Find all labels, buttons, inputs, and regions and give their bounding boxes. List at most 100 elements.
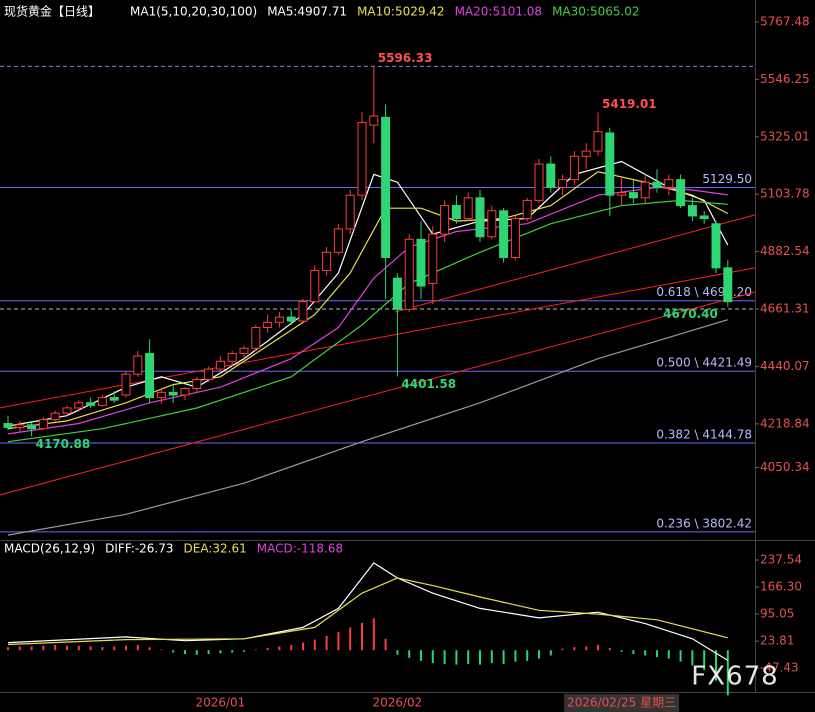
macd-y-tick-label: 23.81	[760, 634, 794, 648]
candle-body	[274, 316, 284, 323]
candle-body	[723, 267, 733, 303]
candle-body	[381, 116, 391, 258]
trend-line	[394, 214, 756, 313]
candle-body	[215, 360, 225, 370]
legend-entry: MA5:4907.71	[267, 5, 347, 19]
candle-body	[192, 378, 202, 389]
candle-body	[345, 194, 355, 230]
y-tick-label: 4882.54	[760, 244, 810, 258]
macd-y-tick-label: -47.43	[760, 661, 799, 675]
price-line-label: 5129.50	[702, 172, 752, 186]
legend-entry: MA20:5101.08	[455, 5, 543, 19]
candle-body	[522, 199, 532, 220]
candle-body	[298, 301, 308, 322]
candle-body	[310, 269, 320, 303]
candle-body	[38, 419, 48, 430]
chart-title: 现货黄金【日线】	[4, 4, 100, 19]
extreme-label: 4401.58	[401, 377, 456, 391]
candle-body	[546, 163, 556, 188]
macd-y-tick-label: 237.54	[760, 552, 802, 566]
candle-body	[62, 407, 72, 414]
candle-body	[322, 251, 332, 271]
candle-body	[86, 402, 96, 406]
macd-dea	[7, 577, 728, 646]
candle-body	[50, 412, 60, 421]
candle-body	[440, 205, 450, 235]
macd-y-tick-label: 95.05	[760, 607, 794, 621]
candle-body	[3, 423, 13, 428]
candle-body	[109, 397, 119, 401]
candle-body	[286, 316, 296, 322]
cursor-date-box	[564, 694, 680, 712]
candle-body	[145, 352, 155, 399]
candle-body	[121, 373, 131, 396]
y-tick-label: 4440.07	[760, 359, 810, 373]
y-tick-label: 5325.01	[760, 129, 810, 143]
candle-body	[664, 179, 674, 188]
price-line-label: 0.236 \ 3802.42	[656, 516, 752, 530]
price-line-label: 0.382 \ 4144.78	[656, 428, 752, 442]
moving-average	[7, 319, 728, 536]
candle-body	[416, 238, 426, 287]
candle-body	[593, 131, 603, 152]
y-tick-label: 4661.31	[760, 302, 810, 316]
candle-body	[711, 223, 721, 269]
candle-body	[617, 192, 627, 196]
extreme-label: 4670.40	[663, 307, 718, 321]
price-line-label: 0.500 \ 4421.49	[656, 356, 752, 370]
legend-entry: DIFF:-26.73	[105, 542, 173, 556]
candle-body	[699, 215, 709, 220]
macd-y-tick-label: 166.30	[760, 580, 802, 594]
y-tick-label: 5767.48	[760, 15, 810, 29]
candle-body	[605, 132, 615, 196]
extreme-label: 5419.01	[602, 97, 657, 111]
candle-body	[369, 115, 379, 126]
watermark: FX678	[691, 662, 778, 692]
candle-body	[510, 218, 520, 258]
extreme-label: 4170.88	[36, 437, 91, 451]
y-tick-label: 5546.25	[760, 72, 810, 86]
candle-body	[27, 424, 37, 430]
candle-body	[558, 179, 568, 188]
legend-entry: DEA:32.61	[184, 542, 247, 556]
candle-body	[581, 150, 591, 157]
y-tick-label: 4218.84	[760, 416, 810, 430]
legend-entry: MACD:-118.68	[257, 542, 343, 556]
candle-body	[640, 181, 650, 199]
candle-body	[227, 352, 237, 362]
candle-body	[333, 228, 343, 253]
candle-body	[475, 197, 485, 238]
x-tick-label: 2026/01	[195, 696, 245, 710]
candle-body	[628, 192, 638, 199]
candle-body	[392, 277, 402, 310]
y-tick-label: 5103.78	[760, 187, 810, 201]
legend-entry: MA1(5,10,20,30,100)	[130, 5, 257, 19]
legend-entry: MA30:5065.02	[552, 5, 640, 19]
candle-body	[239, 347, 249, 354]
candle-body	[652, 181, 662, 188]
x-tick-label: 2026/02/25 星期三	[567, 696, 676, 710]
candle-body	[451, 205, 461, 220]
candle-body	[133, 355, 143, 375]
trend-line	[0, 291, 756, 496]
candle-body	[404, 238, 414, 310]
candle-body	[676, 179, 686, 207]
candle-body	[687, 205, 697, 217]
candle-body	[180, 387, 190, 396]
candle-body	[97, 397, 107, 406]
candle-body	[156, 391, 166, 399]
y-tick-label: 4050.34	[760, 460, 810, 474]
candle-body	[251, 327, 261, 349]
candle-body	[499, 210, 509, 258]
candle-body	[357, 122, 367, 196]
candle-body	[428, 233, 438, 284]
extreme-label: 5596.33	[378, 51, 433, 65]
candle-body	[487, 210, 497, 238]
candle-body	[15, 424, 25, 428]
candle-body	[463, 197, 473, 220]
legend-entry: MA10:5029.42	[357, 5, 445, 19]
legend-entry: MACD(26,12,9)	[4, 542, 95, 556]
x-tick-label: 2026/02	[372, 696, 422, 710]
